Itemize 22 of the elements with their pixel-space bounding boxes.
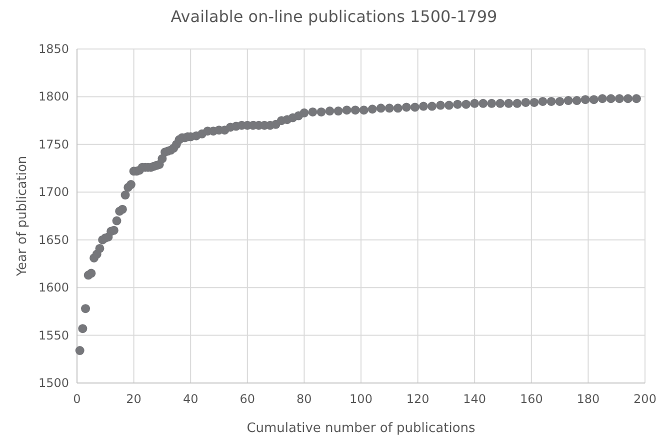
y-axis-title: Year of publication <box>15 156 30 278</box>
y-tick-label: 1550 <box>38 328 69 342</box>
x-tick-label: 160 <box>520 392 543 406</box>
x-tick-label: 120 <box>406 392 430 406</box>
x-tick-label: 180 <box>576 392 600 406</box>
x-tick-label: 40 <box>182 392 198 406</box>
y-tick-label: 1650 <box>38 232 69 247</box>
x-axis-title: Cumulative number of publications <box>246 421 476 436</box>
x-tick-label: 80 <box>296 392 312 406</box>
x-tick-label: 200 <box>634 392 656 406</box>
y-tick-label: 1700 <box>38 185 69 200</box>
y-tick-label: 1800 <box>38 90 69 104</box>
y-tick-label: 1500 <box>38 376 69 390</box>
y-tick-label: 1750 <box>38 137 69 152</box>
x-tick-label: 100 <box>350 392 372 406</box>
x-tick-label: 20 <box>126 392 142 406</box>
y-tick-label: 1850 <box>38 42 69 56</box>
chart-title: Available on-line publications 1500-1799 <box>170 7 498 26</box>
x-tick-label: 140 <box>463 392 486 406</box>
x-tick-label: 0 <box>73 392 81 406</box>
y-tick-label: 1600 <box>38 280 69 295</box>
x-tick-label: 60 <box>240 392 256 406</box>
